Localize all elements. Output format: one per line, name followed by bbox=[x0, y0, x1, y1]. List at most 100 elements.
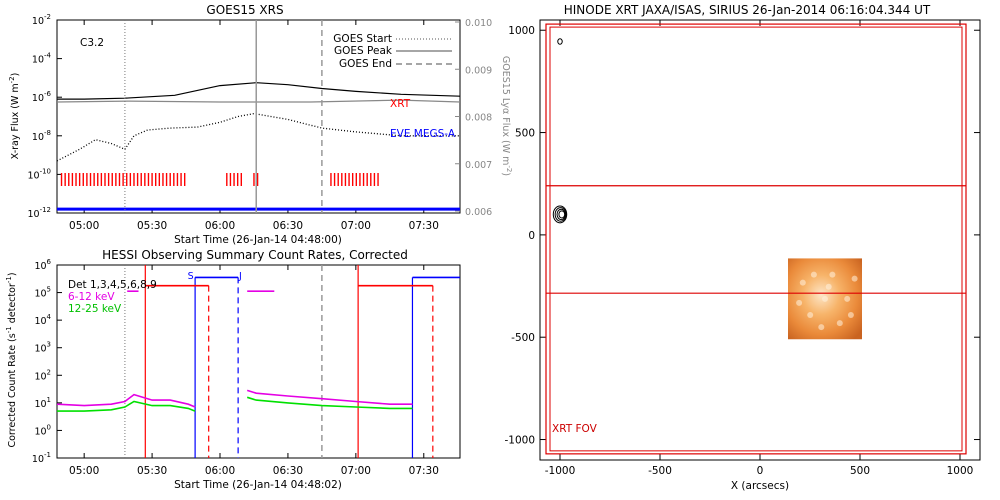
hessi-y-tick-label: 103 bbox=[34, 341, 51, 355]
hessi-x-tick-label: 06:30 bbox=[273, 465, 303, 477]
xrt-y-tick-label: -1000 bbox=[504, 435, 535, 447]
hessi-y-tick-base: 10 bbox=[34, 399, 46, 410]
goes-legend: GOES Start GOES Peak GOES End bbox=[333, 33, 452, 70]
xrt-contour bbox=[554, 207, 567, 222]
hessi-y-tick-label: 100 bbox=[34, 423, 51, 437]
xrt-title: HINODE XRT JAXA/ISAS, SIRIUS 26-Jan-2014… bbox=[564, 3, 931, 17]
hessi-y-label-mid: detector bbox=[7, 283, 18, 326]
goes-y-tick-base: 10 bbox=[32, 55, 44, 66]
goes-x-axis: 05:00 05:30 06:00 06:30 07:00 07:30 bbox=[69, 20, 439, 232]
goes-y2-tick-label: 0.010 bbox=[465, 18, 492, 29]
goes-x-tick-label: 07:00 bbox=[341, 220, 371, 232]
xrt-image-texture bbox=[818, 324, 825, 331]
goes-y-tick-label: 10-8 bbox=[32, 129, 51, 143]
goes-y-tick-label: 10-12 bbox=[27, 206, 51, 220]
goes-y2-tick-label: 0.009 bbox=[465, 65, 492, 76]
hessi-legend-6-12: 6-12 keV bbox=[68, 291, 115, 303]
hessi-y-tick-label: 102 bbox=[34, 368, 51, 382]
goes-y-tick-exp: -8 bbox=[44, 129, 51, 137]
hessi-series-12-25-kev bbox=[57, 400, 196, 412]
goes-y-tick-base: 10 bbox=[27, 170, 39, 181]
hessi-y-tick-label: 106 bbox=[34, 258, 51, 272]
goes-y-label: X-ray Flux (W m-2) bbox=[8, 73, 21, 160]
goes-y-tick-label: 10-2 bbox=[32, 13, 51, 27]
goes-panel: GOES15 XRS 05:00 05:30 06:00 06:30 07:00 07:3… bbox=[8, 3, 513, 246]
hessi-y-tick-exp: 0 bbox=[47, 423, 51, 431]
xrt-y-tick-label: 500 bbox=[515, 128, 535, 140]
xrt-image-texture bbox=[796, 299, 803, 306]
xrt-contour bbox=[558, 210, 566, 219]
goes-y2-label-end: ) bbox=[500, 172, 511, 176]
goes-y-tick-label: 10-4 bbox=[32, 52, 52, 66]
hessi-panel: HESSI Observing Summary Count Rates, Cor… bbox=[5, 248, 461, 491]
hessi-x-tick-label: 06:00 bbox=[205, 465, 235, 477]
hessi-top-marker: S bbox=[188, 271, 194, 282]
hessi-y-tick-exp: 4 bbox=[47, 313, 52, 321]
goes-y-label-end: ) bbox=[10, 73, 21, 77]
xrt-x-tick-label: 1000 bbox=[947, 465, 974, 477]
hessi-y-tick-exp: 1 bbox=[47, 396, 51, 404]
goes-series-goes-short bbox=[56, 112, 460, 162]
hessi-series-12-25-kev bbox=[246, 396, 413, 410]
hessi-y-label-sup: -1 bbox=[5, 326, 13, 333]
goes-class-label: C3.2 bbox=[80, 37, 104, 49]
xrt-image-texture bbox=[851, 275, 858, 282]
hessi-y-tick-base: 10 bbox=[34, 344, 46, 355]
xrt-x-tick-label: -500 bbox=[648, 465, 672, 477]
xrt-image-texture bbox=[810, 271, 817, 278]
hessi-y-tick-exp: 5 bbox=[47, 286, 51, 294]
hessi-y-tick-label: 104 bbox=[34, 313, 51, 327]
xrt-image-texture bbox=[807, 312, 814, 319]
goes-x-label: Start Time (26-Jan-14 04:48:00) bbox=[174, 234, 342, 246]
goes-legend-peak: GOES Peak bbox=[334, 45, 393, 57]
hessi-legend-12-25: 12-25 keV bbox=[68, 303, 122, 315]
xrt-panel: HINODE XRT JAXA/ISAS, SIRIUS 26-Jan-2014… bbox=[504, 3, 981, 492]
hessi-y-tick-exp: 3 bbox=[47, 341, 51, 349]
xrt-y-tick-label: 1000 bbox=[508, 25, 535, 37]
hessi-top-marker: J bbox=[238, 271, 242, 282]
goes-y-tick-exp: -12 bbox=[40, 206, 51, 214]
goes-series-label-xrt: XRT bbox=[390, 98, 411, 110]
goes-y-tick-base: 10 bbox=[32, 93, 44, 104]
goes-y2-axis: 0.010 0.009 0.008 0.007 0.006 bbox=[455, 18, 492, 218]
xrt-axes: -1000 -500 0 500 1000 1000 500 0 -500 -1000 bbox=[504, 20, 980, 477]
hessi-y-tick-base: 10 bbox=[34, 289, 46, 300]
goes-y-tick-label: 10-6 bbox=[32, 90, 52, 104]
goes-y2-label: GOES15 Lyα Flux (W m-2) bbox=[500, 56, 513, 176]
hessi-x-axis: 05:00 05:30 06:00 06:30 07:00 07:30 bbox=[69, 265, 439, 477]
xrt-fov-inner-box bbox=[549, 26, 963, 452]
goes-series bbox=[56, 20, 461, 213]
xrt-x-tick-label: 0 bbox=[757, 465, 764, 477]
goes-y-tick-exp: -4 bbox=[44, 52, 52, 60]
xrt-y-tick-label: -500 bbox=[511, 332, 535, 344]
goes-series-lyman-alpha bbox=[56, 99, 461, 103]
goes-y-tick-exp: -2 bbox=[44, 13, 51, 21]
hessi-x-tick-label: 07:00 bbox=[341, 465, 371, 477]
hessi-y-tick-label: 105 bbox=[34, 286, 51, 300]
goes-series-goes-long bbox=[57, 82, 461, 100]
hessi-plot-frame bbox=[56, 264, 461, 459]
goes-y2-label-sup: -2 bbox=[505, 165, 513, 172]
hessi-x-tick-label: 05:00 bbox=[69, 465, 99, 477]
hessi-series-6-12-kev bbox=[56, 393, 196, 408]
hessi-y-tick-base: 10 bbox=[34, 426, 46, 437]
hessi-y-tick-exp: 2 bbox=[47, 368, 51, 376]
goes-y-tick-exp: -6 bbox=[44, 90, 52, 98]
goes-y-tick-exp: -10 bbox=[40, 167, 51, 175]
xrt-contour bbox=[556, 208, 566, 221]
xrt-fov-label: XRT FOV bbox=[552, 423, 598, 435]
goes-y2-label-main: GOES15 Lyα Flux (W m bbox=[500, 56, 511, 165]
hessi-title: HESSI Observing Summary Count Rates, Cor… bbox=[102, 248, 408, 262]
hessi-legend: Det 1,3,4,5,6,8,9 6-12 keV 12-25 keV bbox=[68, 279, 157, 315]
hessi-y-tick-exp: 6 bbox=[47, 258, 52, 266]
goes-legend-end: GOES End bbox=[339, 58, 392, 70]
hessi-legend-det: Det 1,3,4,5,6,8,9 bbox=[68, 279, 157, 291]
xrt-contour bbox=[557, 38, 563, 45]
xrt-x-label: X (arcsecs) bbox=[731, 480, 789, 492]
hessi-y-tick-base: 10 bbox=[34, 261, 46, 272]
xrt-image-texture bbox=[822, 295, 828, 302]
hessi-x-label: Start Time (26-Jan-14 04:48:02) bbox=[174, 479, 342, 491]
